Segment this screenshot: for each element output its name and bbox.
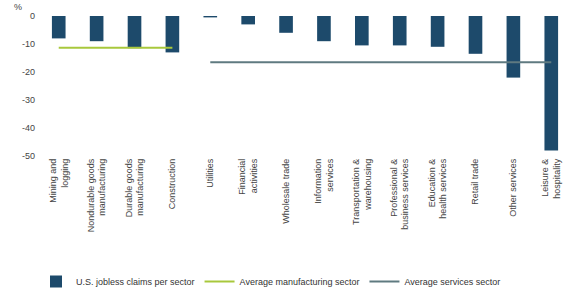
svg-text:-20: -20 [22,67,35,77]
svg-text:-50: -50 [22,151,35,161]
svg-text:Leisure &hospitality: Leisure &hospitality [540,158,562,199]
svg-text:Nondurable goodsmanufacturing: Nondurable goodsmanufacturing [86,158,108,232]
svg-text:U.S. jobless claims per sector: U.S. jobless claims per sector [76,277,195,287]
svg-text:Informationservices: Informationservices [313,158,335,204]
svg-text:Utilities: Utilities [205,158,215,188]
svg-text:Durable goodsmanufacturing: Durable goodsmanufacturing [124,158,146,217]
svg-text:Average services sector: Average services sector [404,277,500,287]
svg-text:Education &health services: Education &health services [427,158,449,219]
svg-text:Financialactivities: Financialactivities [237,158,259,195]
svg-text:Transportation &warehousing: Transportation &warehousing [351,159,373,225]
svg-text:-30: -30 [22,95,35,105]
svg-text:Professional &business service: Professional &business services [389,158,411,230]
svg-text:-10: -10 [22,39,35,49]
svg-text:-40: -40 [22,123,35,133]
svg-text:0: 0 [30,11,35,21]
svg-text:Mining andlogging: Mining andlogging [48,159,70,203]
svg-text:Wholesale trade: Wholesale trade [281,159,291,224]
svg-text:Other services: Other services [508,158,518,217]
svg-text:Average manufacturing sector: Average manufacturing sector [240,277,360,287]
svg-text:%: % [14,2,22,12]
svg-text:Construction: Construction [167,159,177,210]
svg-text:Retail trade: Retail trade [470,159,480,205]
